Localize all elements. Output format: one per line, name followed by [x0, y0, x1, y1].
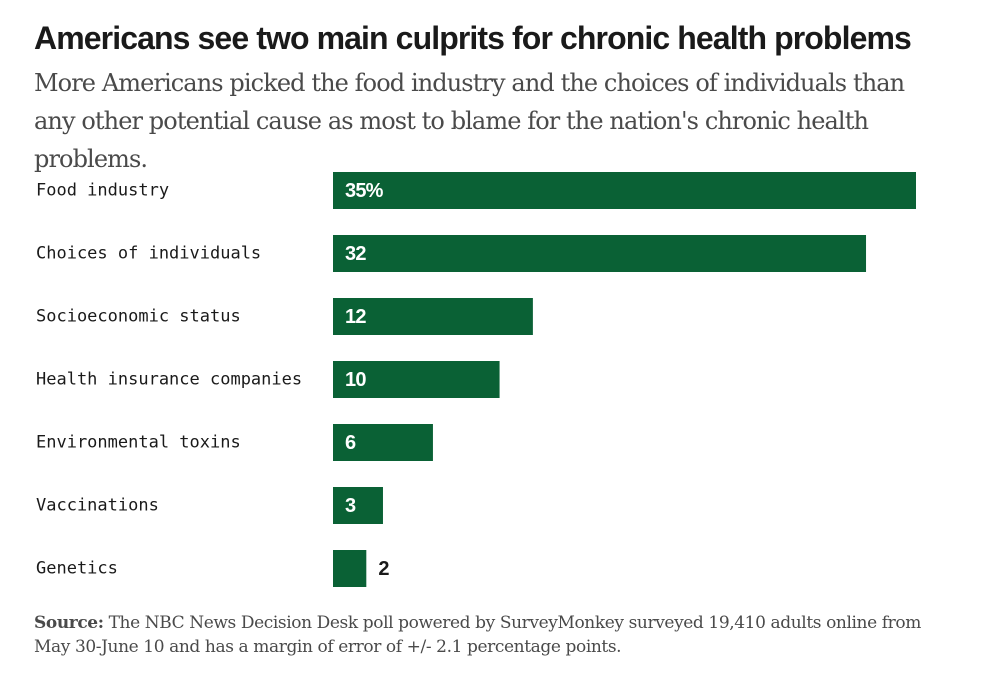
- bar-row-environmental-toxins: Environmental toxins 6: [36, 424, 433, 461]
- category-label: Genetics: [36, 559, 118, 579]
- category-label: Socioeconomic status: [36, 307, 241, 327]
- value-label: 10: [345, 369, 366, 391]
- category-label: Health insurance companies: [36, 370, 302, 390]
- bar-row-vaccinations: Vaccinations 3: [36, 487, 383, 524]
- category-label: Food industry: [36, 181, 169, 201]
- value-label: 35%: [345, 180, 384, 202]
- bar: [333, 235, 867, 272]
- bar-row-health-insurance-companies: Health insurance companies 10: [36, 361, 500, 398]
- source-note: Source: The NBC News Decision Desk poll …: [34, 611, 934, 659]
- source-text: The NBC News Decision Desk poll powered …: [34, 613, 921, 657]
- bar: [333, 424, 433, 461]
- bar-row-socioeconomic-status: Socioeconomic status 12: [36, 298, 533, 335]
- value-label: 32: [345, 243, 366, 265]
- category-label: Environmental toxins: [36, 433, 241, 453]
- bar: [333, 550, 367, 587]
- value-label: 3: [345, 495, 356, 517]
- value-label: 2: [378, 558, 389, 580]
- bar: [333, 361, 500, 398]
- source-label: Source:: [34, 613, 104, 633]
- value-label: 12: [345, 306, 366, 328]
- chart-title: Americans see two main culprits for chro…: [34, 20, 912, 56]
- bar: [333, 487, 383, 524]
- bar: [333, 172, 916, 209]
- bar-row-choices-of-individuals: Choices of individuals 32: [36, 235, 867, 272]
- bar-chart: Food industry 35%Choices of individuals 32…: [36, 172, 916, 587]
- bar: [333, 298, 533, 335]
- value-label: 6: [345, 432, 356, 454]
- category-label: Vaccinations: [36, 496, 159, 516]
- bar-row-genetics: Genetics 2: [36, 550, 390, 587]
- category-label: Choices of individuals: [36, 244, 261, 264]
- bar-row-food-industry: Food industry 35%: [36, 172, 916, 209]
- chart-subtitle: More Americans picked the food industry …: [34, 69, 905, 173]
